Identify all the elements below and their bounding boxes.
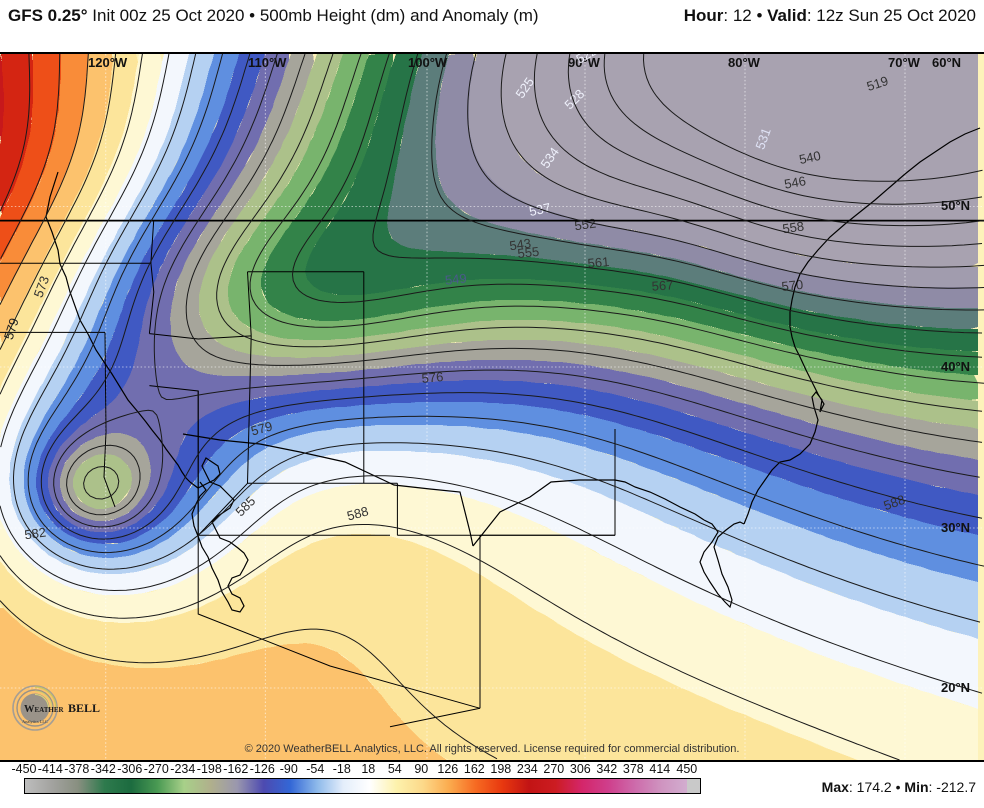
svg-text:WEATHER: WEATHER <box>24 704 64 715</box>
svg-text:Analytics LLC: Analytics LLC <box>22 719 48 724</box>
svg-text:BELL: BELL <box>68 701 100 715</box>
